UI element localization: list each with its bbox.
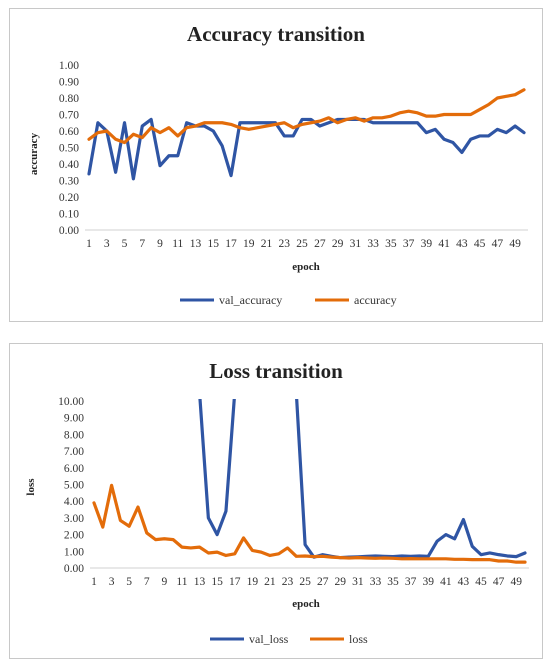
loss-y-ticks: 0.00 1.00 2.00 3.00 4.00 5.00 6.00 7.00 8.00 9.00…	[58, 396, 84, 575]
loss-x-tick-label: 13	[194, 576, 206, 588]
accuracy-x-tick-label: 27	[314, 238, 326, 250]
accuracy-x-tick-label: 33	[367, 238, 379, 250]
loss-x-tick-label: 37	[405, 576, 417, 588]
accuracy-x-tick-label: 35	[385, 238, 397, 250]
loss-y-tick-label: 8.00	[64, 429, 84, 441]
loss-y-tick-label: 3.00	[64, 513, 84, 525]
accuracy-y-tick-label: 0.70	[59, 110, 79, 122]
accuracy-y-tick-label: 0.90	[59, 77, 79, 89]
loss-x-tick-label: 21	[264, 576, 276, 588]
loss-x-tick-label: 39	[422, 576, 434, 588]
loss-x-tick-label: 27	[317, 576, 329, 588]
accuracy-y-tick-label: 0.80	[59, 93, 79, 105]
loss-x-tick-label: 31	[352, 576, 364, 588]
loss-x-tick-label: 25	[299, 576, 311, 588]
accuracy-chart-title: Accuracy transition	[187, 22, 365, 46]
accuracy-y-tick-label: 0.60	[59, 126, 79, 138]
accuracy-series-line-accuracy	[87, 88, 526, 145]
loss-chart-panel: Loss transition loss epoch 0.00 1.00 2.00 3…	[9, 343, 543, 659]
accuracy-x-tick-label: 43	[456, 238, 468, 250]
accuracy-x-tick-label: 29	[332, 238, 344, 250]
accuracy-y-tick-label: 1.00	[59, 60, 79, 72]
accuracy-x-tick-label: 19	[243, 238, 255, 250]
loss-x-tick-label: 3	[109, 576, 115, 588]
accuracy-y-tick-label: 0.40	[59, 159, 79, 171]
accuracy-y-axis-label: accuracy	[28, 132, 40, 175]
loss-x-ticks: 1 3 5 7 9 11 13 15 17 19 21 23 25 27 29 31 33 35 37 39 41 43 4…	[91, 576, 522, 588]
loss-x-tick-label: 5	[126, 576, 132, 588]
accuracy-x-tick-label: 25	[296, 238, 308, 250]
loss-x-tick-label: 43	[458, 576, 470, 588]
loss-y-tick-label: 6.00	[64, 463, 84, 475]
loss-y-tick-label: 10.00	[58, 396, 84, 408]
accuracy-x-tick-label: 31	[350, 238, 362, 250]
legend-label-loss: loss	[349, 632, 368, 646]
loss-y-tick-label: 2.00	[64, 530, 84, 542]
loss-y-tick-label: 9.00	[64, 413, 84, 425]
accuracy-x-tick-label: 49	[509, 238, 521, 250]
loss-chart: Loss transition loss epoch 0.00 1.00 2.00 3…	[25, 359, 529, 646]
loss-y-tick-label: 0.00	[64, 563, 84, 575]
accuracy-y-tick-label: 0.30	[59, 176, 79, 188]
accuracy-x-tick-label: 5	[122, 238, 128, 250]
loss-series-line-loss	[92, 483, 527, 564]
loss-y-tick-label: 5.00	[64, 480, 84, 492]
loss-x-tick-label: 19	[247, 576, 259, 588]
loss-x-tick-label: 1	[91, 576, 97, 588]
loss-x-tick-label: 7	[144, 576, 150, 588]
loss-x-tick-label: 33	[370, 576, 382, 588]
loss-legend: val_loss loss	[210, 632, 368, 646]
loss-y-tick-label: 7.00	[64, 446, 84, 458]
accuracy-x-tick-label: 1	[86, 238, 92, 250]
accuracy-x-axis-label: epoch	[292, 261, 320, 273]
loss-y-tick-label: 1.00	[64, 546, 84, 558]
accuracy-y-tick-label: 0.20	[59, 192, 79, 204]
accuracy-series	[87, 88, 526, 181]
loss-chart-title: Loss transition	[209, 359, 343, 383]
accuracy-y-tick-label: 0.50	[59, 143, 79, 155]
accuracy-y-ticks: 0.00 0.10 0.20 0.30 0.40 0.50 0.60 0.70 0.80 0.90…	[59, 60, 79, 237]
accuracy-x-tick-label: 11	[172, 238, 183, 250]
loss-x-tick-label: 9	[161, 576, 167, 588]
loss-x-axis-label: epoch	[292, 598, 320, 610]
accuracy-x-tick-label: 17	[225, 238, 237, 250]
accuracy-x-tick-label: 37	[403, 238, 415, 250]
accuracy-y-tick-label: 0.00	[59, 225, 79, 237]
accuracy-x-tick-label: 9	[157, 238, 163, 250]
accuracy-x-tick-label: 39	[421, 238, 433, 250]
loss-x-tick-label: 45	[475, 576, 487, 588]
accuracy-legend: val_accuracy accuracy	[180, 293, 397, 307]
loss-x-tick-label: 49	[510, 576, 522, 588]
accuracy-x-tick-label: 21	[261, 238, 273, 250]
loss-y-tick-label: 4.00	[64, 496, 84, 508]
legend-label-accuracy: accuracy	[354, 293, 397, 307]
accuracy-x-tick-label: 3	[104, 238, 110, 250]
accuracy-series-line-val-accuracy	[87, 117, 526, 181]
loss-x-tick-label: 17	[229, 576, 241, 588]
accuracy-x-tick-label: 15	[208, 238, 220, 250]
loss-x-tick-label: 47	[493, 576, 505, 588]
accuracy-x-tick-label: 45	[474, 238, 486, 250]
accuracy-x-ticks: 1 3 5 7 9 11 13 15 17 19 21 23 25 27 29 31 33 35 37 39 41 43 4…	[86, 238, 521, 250]
accuracy-x-tick-label: 13	[190, 238, 202, 250]
legend-label-val-loss: val_loss	[249, 632, 289, 646]
accuracy-x-tick-label: 41	[438, 238, 450, 250]
loss-x-tick-label: 15	[211, 576, 223, 588]
loss-x-tick-label: 23	[282, 576, 294, 588]
loss-x-tick-label: 41	[440, 576, 452, 588]
loss-series-line-val-loss	[198, 399, 527, 560]
loss-x-tick-label: 11	[176, 576, 187, 588]
loss-series	[92, 399, 527, 564]
accuracy-x-tick-label: 7	[139, 238, 145, 250]
loss-x-tick-label: 29	[335, 576, 347, 588]
accuracy-x-tick-label: 47	[492, 238, 504, 250]
loss-x-tick-label: 35	[387, 576, 399, 588]
accuracy-chart: Accuracy transition accuracy epoch 0.000…	[28, 22, 528, 307]
loss-y-axis-label: loss	[25, 478, 37, 496]
accuracy-chart-panel: Accuracy transition accuracy epoch 0.00 0…	[9, 8, 543, 322]
legend-label-val-accuracy: val_accuracy	[219, 293, 282, 307]
accuracy-y-tick-label: 0.10	[59, 209, 79, 221]
accuracy-x-tick-label: 23	[279, 238, 291, 250]
